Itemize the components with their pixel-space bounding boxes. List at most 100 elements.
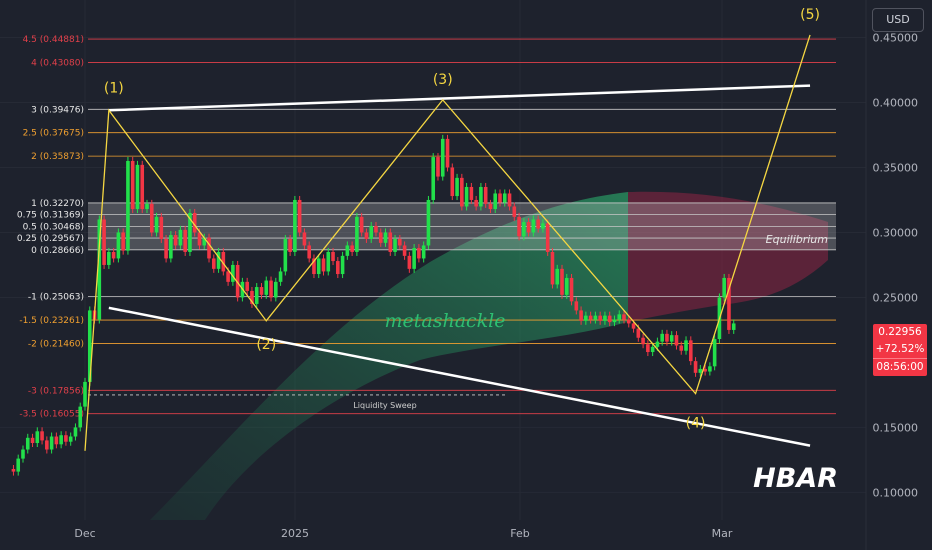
fib-label: -3.5 (0.16055) — [19, 410, 84, 420]
candle — [159, 216, 164, 239]
candle — [522, 222, 526, 237]
candle — [460, 177, 464, 207]
fib-label: 1 (0.32270) — [31, 199, 84, 209]
candle — [674, 335, 679, 346]
candle — [283, 238, 288, 272]
candle — [703, 368, 707, 372]
candle — [708, 366, 712, 372]
candle — [502, 193, 507, 203]
candle — [302, 232, 307, 246]
wave-label: (2) — [256, 337, 276, 353]
candle — [693, 361, 698, 373]
candle — [221, 251, 226, 272]
time-tick: Mar — [712, 527, 733, 540]
candle — [183, 229, 187, 252]
fib-label: 0 (0.28666) — [31, 246, 84, 256]
candle — [646, 344, 650, 353]
fib-label: 0.75 (0.31369) — [17, 211, 84, 221]
candle — [479, 186, 483, 207]
candle — [331, 251, 335, 262]
fib-label: -1 (0.25063) — [28, 293, 84, 303]
wave-label: (3) — [433, 72, 453, 88]
upper-trendline — [108, 84, 811, 112]
candles — [11, 134, 736, 476]
candle — [622, 314, 626, 320]
fib-label: -1.5 (0.23261) — [19, 316, 84, 326]
candle — [111, 251, 116, 259]
wave-label: (5) — [800, 7, 820, 23]
candle — [574, 301, 579, 311]
candle — [598, 315, 602, 321]
candle — [211, 258, 216, 269]
candle — [83, 381, 87, 407]
candle — [97, 219, 102, 320]
candle — [655, 341, 660, 347]
candle — [49, 436, 54, 450]
time-tick: 2025 — [281, 527, 309, 540]
candle — [102, 219, 106, 265]
candle — [626, 319, 631, 324]
candle — [712, 339, 717, 367]
candle — [603, 315, 607, 321]
time-tick: Feb — [510, 527, 529, 540]
candle — [312, 258, 316, 275]
candle — [21, 449, 25, 459]
candle — [698, 368, 703, 373]
candle — [340, 255, 345, 275]
candle — [579, 310, 583, 321]
candle — [355, 216, 359, 252]
candle — [526, 222, 531, 233]
candle — [264, 280, 269, 295]
candle — [483, 186, 488, 204]
candle — [512, 206, 517, 217]
candle — [369, 225, 373, 239]
candle — [450, 167, 455, 197]
candle — [64, 435, 68, 442]
price-tick: 0.30000 — [873, 226, 919, 239]
cloud-red — [628, 191, 828, 322]
candle — [274, 281, 278, 298]
candle — [555, 268, 560, 285]
wave-label: (1) — [104, 80, 124, 96]
candle — [617, 314, 622, 320]
candle — [259, 287, 264, 295]
candle — [584, 315, 588, 321]
price-change: +72.52% — [875, 343, 925, 355]
candle — [364, 232, 369, 239]
time-tick: Dec — [74, 527, 95, 540]
candle — [545, 223, 550, 252]
candle — [650, 346, 655, 353]
candle — [402, 245, 407, 256]
price-tick: 0.10000 — [873, 486, 919, 499]
candle — [493, 193, 498, 210]
candle — [498, 193, 502, 203]
candle — [202, 237, 207, 246]
candle — [536, 219, 540, 229]
candle — [87, 310, 92, 382]
candle — [130, 160, 135, 210]
candle — [178, 229, 183, 246]
candle — [250, 290, 254, 304]
last-price-tag: 0.22956 +72.52% 08:56:00 — [873, 324, 927, 376]
candle — [350, 245, 354, 252]
candle — [164, 238, 168, 259]
candle — [16, 458, 21, 472]
price-axis[interactable]: 0.45000 0.40000 0.35000 0.30000 0.25000 0.150… — [873, 31, 919, 499]
candle — [407, 255, 412, 269]
candle — [607, 315, 612, 323]
candle — [631, 323, 636, 329]
time-axis[interactable]: Dec 2025 Feb Mar — [74, 527, 732, 540]
candle — [35, 431, 40, 444]
candle — [641, 337, 645, 345]
equilibrium-label: Equilibrium — [766, 233, 828, 246]
candle — [121, 232, 125, 251]
fib-label: 2.5 (0.37675) — [23, 129, 84, 139]
candle — [612, 319, 617, 323]
candle — [78, 406, 83, 428]
candle — [679, 345, 684, 351]
candle — [68, 436, 73, 442]
currency-button[interactable]: USD — [872, 8, 924, 32]
candle — [254, 287, 259, 304]
candle — [11, 469, 16, 472]
